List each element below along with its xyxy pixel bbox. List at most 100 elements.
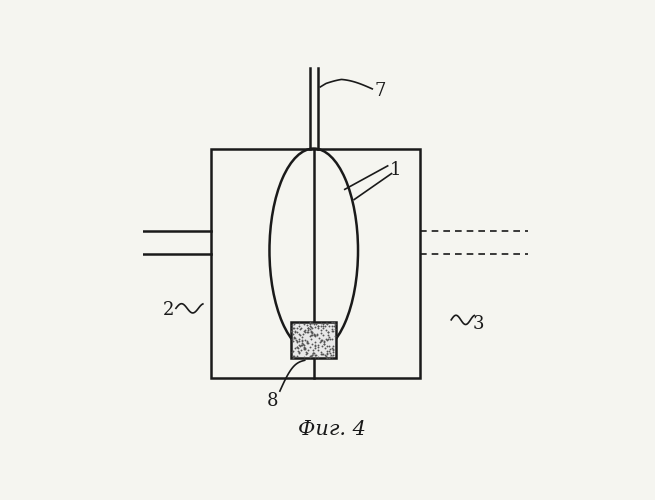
Point xyxy=(303,326,313,334)
Point xyxy=(329,320,340,328)
Point xyxy=(328,351,339,359)
Text: 8: 8 xyxy=(267,392,278,409)
Point xyxy=(314,334,325,342)
Point xyxy=(322,334,333,342)
Point xyxy=(326,351,336,359)
Point xyxy=(292,338,303,345)
Point xyxy=(288,352,299,360)
Point xyxy=(322,342,333,350)
Point xyxy=(292,344,303,351)
Point xyxy=(324,354,334,362)
Point xyxy=(312,324,323,332)
Point xyxy=(320,350,330,358)
Point xyxy=(295,341,306,349)
Point xyxy=(316,350,327,358)
Point xyxy=(323,332,333,340)
Point xyxy=(303,324,313,332)
Point xyxy=(317,342,328,350)
Point xyxy=(287,328,297,336)
Point xyxy=(312,330,322,338)
Point xyxy=(330,325,341,333)
Point xyxy=(328,346,338,354)
Point xyxy=(313,346,324,354)
Point xyxy=(290,334,301,342)
Point xyxy=(312,343,323,351)
Point xyxy=(288,348,298,356)
Point xyxy=(307,349,318,357)
Point xyxy=(309,354,320,362)
Point xyxy=(305,353,315,361)
Point xyxy=(300,346,310,354)
Point xyxy=(322,354,333,362)
Point xyxy=(288,334,298,342)
Point xyxy=(328,326,338,334)
Point xyxy=(307,324,318,332)
Point xyxy=(293,319,304,327)
Point xyxy=(299,344,309,352)
Point xyxy=(299,353,309,361)
Text: 3: 3 xyxy=(472,314,484,332)
Point xyxy=(299,326,310,334)
Point xyxy=(301,322,312,330)
Point xyxy=(301,348,311,356)
Point xyxy=(292,328,303,336)
Point xyxy=(310,344,320,352)
Point xyxy=(322,320,332,328)
Point xyxy=(307,329,317,337)
Point xyxy=(303,339,314,347)
Point xyxy=(316,348,326,356)
Point xyxy=(295,324,306,332)
Point xyxy=(291,338,302,345)
Point xyxy=(290,327,300,335)
Point xyxy=(299,320,309,328)
Point xyxy=(292,324,303,332)
Point xyxy=(318,330,329,338)
Point xyxy=(320,319,331,327)
Point xyxy=(293,350,304,358)
Point xyxy=(309,320,319,328)
Text: 7: 7 xyxy=(374,82,386,100)
Point xyxy=(288,337,298,345)
Point xyxy=(306,331,316,339)
Point xyxy=(307,351,318,359)
Point xyxy=(307,331,318,339)
Bar xyxy=(291,322,335,358)
Point xyxy=(293,344,303,352)
Point xyxy=(299,345,309,353)
Point xyxy=(320,344,331,352)
Point xyxy=(307,324,317,332)
Point xyxy=(305,352,316,360)
Point xyxy=(309,330,319,338)
Point xyxy=(289,324,299,332)
Point xyxy=(318,324,329,332)
Point xyxy=(306,328,316,336)
Point xyxy=(310,331,320,339)
Point xyxy=(324,347,335,355)
Point xyxy=(313,322,324,330)
Point xyxy=(286,321,297,329)
Point xyxy=(319,338,329,345)
Point xyxy=(310,320,321,328)
Point xyxy=(326,322,337,330)
Point xyxy=(317,336,328,344)
Point xyxy=(288,324,299,332)
Point xyxy=(309,342,320,350)
Point xyxy=(289,332,299,340)
Point xyxy=(328,342,339,350)
Point xyxy=(306,327,316,335)
Point xyxy=(315,326,326,334)
Point xyxy=(319,337,329,345)
Point xyxy=(318,320,329,328)
Point xyxy=(307,328,317,336)
Point xyxy=(328,325,338,333)
Point xyxy=(302,337,312,345)
Point xyxy=(320,353,331,361)
Point xyxy=(296,332,307,340)
Point xyxy=(321,352,331,360)
Point xyxy=(307,350,317,358)
Point xyxy=(316,319,327,327)
Point xyxy=(291,336,301,344)
Point xyxy=(308,348,318,356)
Point xyxy=(309,338,320,346)
Text: Фиг. 4: Фиг. 4 xyxy=(298,420,365,439)
